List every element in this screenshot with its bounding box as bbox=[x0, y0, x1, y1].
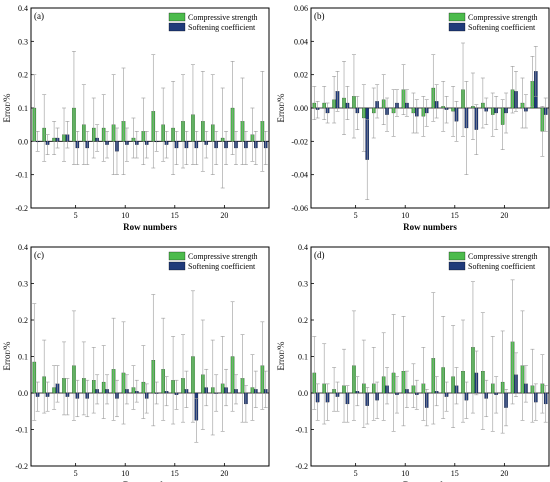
y-tick-label: 0.06 bbox=[294, 4, 308, 13]
x-tick-label: 20 bbox=[500, 211, 508, 220]
legend-swatch-compressive-strength bbox=[168, 12, 186, 22]
y-tick-label: -0.04 bbox=[291, 171, 308, 180]
x-tick-label: 15 bbox=[171, 469, 179, 478]
panel-label: (a) bbox=[34, 11, 44, 21]
x-tick-label: 20 bbox=[220, 469, 228, 478]
x-tick-label: 15 bbox=[451, 469, 459, 478]
panel-label: (d) bbox=[314, 250, 325, 260]
x-axis-label: Row numbers bbox=[403, 480, 457, 482]
y-tick-label: 0.02 bbox=[294, 71, 308, 80]
x-tick-label: 10 bbox=[121, 469, 129, 478]
x-axis-label: Row numbers bbox=[403, 222, 457, 232]
y-tick-label: -0.2 bbox=[15, 462, 28, 471]
y-axis-label: Error/% bbox=[2, 341, 12, 370]
y-tick-label: 0.2 bbox=[18, 316, 28, 325]
chart-panel-a: -0.2 -0.1 0.0 0.1 0.2 0.3 0.4 5 10 15 20 Row number… bbox=[2, 4, 270, 232]
y-tick-label: 0.1 bbox=[18, 353, 28, 362]
legend-label-softening-coefficient: Softening coefficient bbox=[188, 262, 256, 271]
y-tick-label: -0.2 bbox=[15, 204, 28, 213]
legend-swatch-compressive-strength bbox=[448, 12, 466, 22]
y-tick-label: -0.2 bbox=[295, 462, 308, 471]
y-tick-label: 0.0 bbox=[18, 137, 28, 146]
y-axis-label: Error/% bbox=[2, 93, 12, 122]
legend-label-compressive-strength: Compressive strength bbox=[188, 13, 258, 22]
y-tick-label: 0.3 bbox=[18, 280, 28, 289]
panel-label: (c) bbox=[34, 250, 44, 260]
legend-swatch-softening-coefficient bbox=[168, 22, 186, 32]
y-tick-label: 0.1 bbox=[298, 353, 308, 362]
x-tick-label: 5 bbox=[74, 469, 78, 478]
y-axis-label: Error/% bbox=[276, 341, 286, 370]
series-compressive-strength bbox=[312, 42, 545, 157]
x-axis-label: Row numbers bbox=[123, 222, 177, 232]
y-tick-label: -0.06 bbox=[291, 204, 308, 213]
y-tick-label: 0.04 bbox=[294, 37, 308, 46]
y-tick-label: 0.4 bbox=[298, 243, 308, 252]
legend-label-compressive-strength: Compressive strength bbox=[188, 252, 258, 261]
legend-label-compressive-strength: Compressive strength bbox=[468, 13, 538, 22]
x-tick-label: 10 bbox=[401, 211, 409, 220]
legend-swatch-softening-coefficient bbox=[448, 22, 466, 32]
x-tick-label: 15 bbox=[171, 211, 179, 220]
series-compressive-strength bbox=[312, 279, 545, 434]
x-tick-label: 20 bbox=[220, 211, 228, 220]
chart-panel-b: -0.06 -0.04 -0.02 0.00 0.02 0.04 0.06 5 10 15 20 Ro… bbox=[276, 4, 550, 232]
y-tick-label: 0.00 bbox=[294, 104, 308, 113]
y-tick-label: 0.0 bbox=[18, 389, 28, 398]
x-tick-label: 5 bbox=[74, 211, 78, 220]
series-compressive-strength bbox=[32, 290, 265, 436]
y-axis-label: Error/% bbox=[276, 93, 286, 122]
series-softening-coefficient bbox=[315, 350, 548, 427]
y-tick-label: -0.02 bbox=[291, 137, 308, 146]
series-softening-coefficient bbox=[35, 121, 268, 175]
y-tick-label: -0.1 bbox=[15, 171, 28, 180]
legend-swatch-softening-coefficient bbox=[448, 261, 466, 271]
series-softening-coefficient bbox=[315, 46, 548, 200]
x-tick-label: 5 bbox=[354, 469, 358, 478]
x-axis-label: Row numbers bbox=[123, 480, 177, 482]
legend-swatch-compressive-strength bbox=[448, 251, 466, 261]
y-tick-label: 0.3 bbox=[18, 37, 28, 46]
y-tick-label: 0.1 bbox=[18, 104, 28, 113]
legend-swatch-softening-coefficient bbox=[168, 261, 186, 271]
y-tick-label: 0.0 bbox=[298, 389, 308, 398]
y-tick-label: 0.2 bbox=[18, 71, 28, 80]
x-tick-label: 10 bbox=[121, 211, 129, 220]
x-tick-label: 10 bbox=[401, 469, 409, 478]
legend-label-compressive-strength: Compressive strength bbox=[468, 252, 538, 261]
y-tick-label: -0.1 bbox=[295, 426, 308, 435]
x-tick-label: 5 bbox=[354, 211, 358, 220]
legend-swatch-compressive-strength bbox=[168, 251, 186, 261]
chart-panel-d: -0.2 -0.1 0.0 0.1 0.2 0.3 0.4 5 10 15 20 Row number… bbox=[276, 243, 550, 482]
y-tick-label: 0.3 bbox=[298, 280, 308, 289]
legend-label-softening-coefficient: Softening coefficient bbox=[468, 23, 536, 32]
x-tick-label: 15 bbox=[451, 211, 459, 220]
legend-label-softening-coefficient: Softening coefficient bbox=[468, 262, 536, 271]
y-tick-label: 0.2 bbox=[298, 316, 308, 325]
y-tick-label: 0.4 bbox=[18, 4, 28, 13]
y-tick-label: 0.4 bbox=[18, 243, 28, 252]
x-tick-label: 20 bbox=[500, 469, 508, 478]
chart-panel-c: -0.2 -0.1 0.0 0.1 0.2 0.3 0.4 5 10 15 20 Row number… bbox=[2, 243, 270, 482]
panel-label: (b) bbox=[314, 11, 325, 21]
series-softening-coefficient bbox=[35, 365, 268, 443]
y-tick-label: -0.1 bbox=[15, 426, 28, 435]
series-compressive-strength bbox=[32, 51, 265, 189]
legend-label-softening-coefficient: Softening coefficient bbox=[188, 23, 256, 32]
